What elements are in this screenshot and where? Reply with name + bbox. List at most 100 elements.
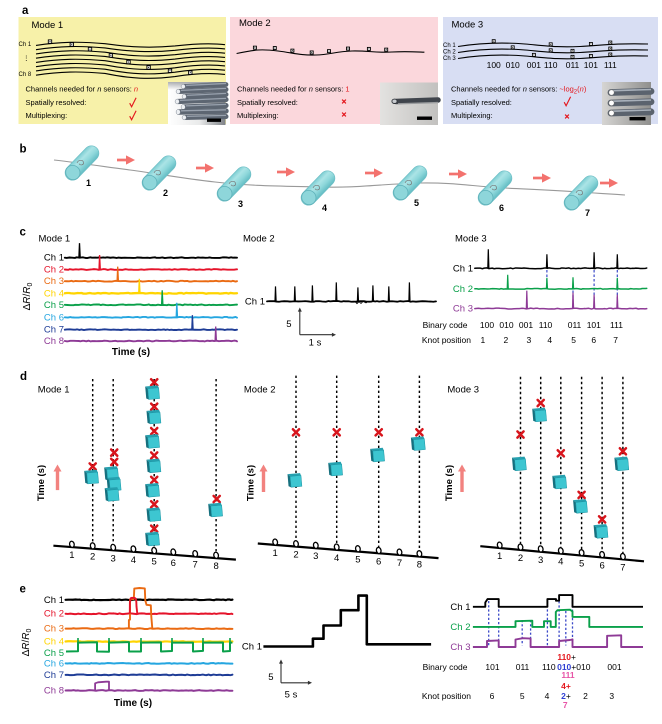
svg-text:Ch 1: Ch 1 [44, 253, 64, 264]
svg-text:011: 011 [566, 60, 580, 70]
svg-text:1: 1 [86, 178, 91, 188]
svg-text:5: 5 [579, 559, 584, 570]
svg-text:Mode 2: Mode 2 [239, 18, 271, 29]
svg-text:Binary code: Binary code [423, 662, 468, 672]
svg-text:1: 1 [69, 550, 74, 561]
svg-text:4: 4 [334, 553, 339, 564]
svg-text:Ch 3: Ch 3 [450, 642, 470, 653]
svg-text:111: 111 [604, 60, 617, 70]
svg-text:4: 4 [322, 203, 327, 213]
svg-text:Time (s): Time (s) [444, 465, 455, 501]
svg-text:4+: 4+ [561, 681, 571, 691]
svg-text:011: 011 [568, 320, 582, 330]
svg-text:Binary code: Binary code [423, 320, 468, 330]
svg-text:011: 011 [516, 662, 530, 672]
svg-text:110: 110 [542, 662, 556, 672]
svg-text:Time (s): Time (s) [112, 347, 150, 358]
svg-text:Ch 1: Ch 1 [44, 595, 64, 606]
svg-text:Ch 2: Ch 2 [443, 50, 456, 56]
svg-text:2: 2 [163, 188, 168, 198]
svg-text:Ch 5: Ch 5 [44, 300, 64, 311]
svg-text:4: 4 [131, 555, 136, 566]
svg-text:Spatially resolved:: Spatially resolved: [26, 98, 87, 107]
svg-text:101: 101 [587, 320, 601, 330]
svg-text:Ch 3: Ch 3 [44, 624, 64, 635]
svg-text:7: 7 [613, 335, 618, 345]
svg-text:a: a [22, 5, 29, 17]
svg-text:2+: 2+ [561, 691, 571, 701]
svg-text:101: 101 [584, 60, 598, 70]
svg-text:Ch 1: Ch 1 [19, 42, 32, 48]
svg-text:100: 100 [480, 320, 494, 330]
svg-text:1 s: 1 s [309, 338, 322, 349]
svg-text:6: 6 [591, 335, 596, 345]
svg-text:5: 5 [355, 555, 360, 566]
svg-text:Ch 1: Ch 1 [242, 642, 262, 653]
svg-text:e: e [20, 584, 26, 596]
svg-text:3: 3 [313, 551, 318, 562]
svg-text:110: 110 [539, 320, 553, 330]
svg-text:Multiplexing:: Multiplexing: [451, 111, 493, 120]
svg-text:7: 7 [563, 700, 568, 710]
svg-text:4: 4 [545, 691, 550, 701]
svg-text:111: 111 [561, 670, 575, 680]
svg-text:6: 6 [171, 558, 176, 569]
svg-text:Ch 7: Ch 7 [44, 325, 64, 336]
svg-text:4: 4 [547, 335, 552, 345]
svg-text:c: c [20, 227, 27, 239]
svg-text:8: 8 [213, 561, 218, 572]
svg-text:Ch 1: Ch 1 [450, 602, 470, 613]
svg-text:6: 6 [599, 560, 604, 571]
svg-text:5: 5 [414, 198, 419, 208]
svg-text:b: b [20, 143, 27, 155]
svg-text:2: 2 [90, 552, 95, 563]
svg-text:010: 010 [499, 320, 513, 330]
svg-text:Channels needed for n sensors:: Channels needed for n sensors: n [26, 85, 139, 94]
svg-text:Ch 3: Ch 3 [453, 304, 473, 315]
svg-text:Ch 1: Ch 1 [453, 263, 473, 274]
svg-text:2: 2 [504, 335, 509, 345]
svg-text:110: 110 [544, 60, 558, 70]
svg-text:7: 7 [397, 558, 402, 569]
svg-text:Ch 6: Ch 6 [44, 658, 64, 669]
svg-text:101: 101 [485, 662, 499, 672]
svg-text:Mode 1: Mode 1 [39, 234, 71, 245]
svg-text:001: 001 [607, 662, 621, 672]
svg-text:Time (s): Time (s) [114, 698, 152, 709]
svg-text:6: 6 [490, 691, 495, 701]
svg-text:Ch 4: Ch 4 [44, 288, 64, 299]
svg-text:Multiplexing:: Multiplexing: [26, 111, 68, 120]
svg-text:5: 5 [520, 691, 525, 701]
svg-text:Mode 3: Mode 3 [452, 20, 484, 31]
svg-text:Mode 1: Mode 1 [38, 385, 70, 396]
svg-text:5: 5 [268, 672, 273, 683]
svg-text:5 s: 5 s [285, 690, 298, 701]
svg-text:Knot position: Knot position [422, 335, 471, 345]
svg-text:2: 2 [518, 553, 523, 564]
svg-text:Ch 7: Ch 7 [44, 670, 64, 681]
svg-text:Multiplexing:: Multiplexing: [237, 111, 279, 120]
svg-text:Time (s): Time (s) [36, 465, 47, 501]
svg-text:1: 1 [497, 551, 502, 562]
svg-text:010+010: 010+010 [557, 662, 591, 672]
svg-text:010: 010 [506, 60, 520, 70]
svg-text:Ch 8: Ch 8 [19, 72, 32, 78]
svg-text:3: 3 [538, 555, 543, 566]
svg-text:Mode 3: Mode 3 [455, 234, 487, 245]
svg-text:1: 1 [481, 335, 486, 345]
svg-text:Ch 2: Ch 2 [44, 265, 64, 276]
svg-text:Mode 2: Mode 2 [244, 385, 276, 396]
svg-text:ΔR/R0: ΔR/R0 [22, 282, 34, 310]
svg-text:Ch 6: Ch 6 [44, 312, 64, 323]
svg-text:110+: 110+ [557, 652, 576, 662]
svg-text:Ch 3: Ch 3 [44, 276, 64, 287]
svg-text:Ch 8: Ch 8 [44, 686, 64, 697]
svg-text:100: 100 [487, 60, 501, 70]
svg-text:7: 7 [620, 562, 625, 573]
svg-text:111: 111 [610, 320, 623, 330]
svg-text:Ch 1: Ch 1 [443, 43, 456, 49]
svg-text:Ch 3: Ch 3 [443, 56, 456, 62]
svg-text:Ch 2: Ch 2 [450, 622, 470, 633]
svg-text:Channels needed for n sensors:: Channels needed for n sensors: ~log2(n) [451, 85, 587, 96]
svg-text:3: 3 [111, 553, 116, 564]
